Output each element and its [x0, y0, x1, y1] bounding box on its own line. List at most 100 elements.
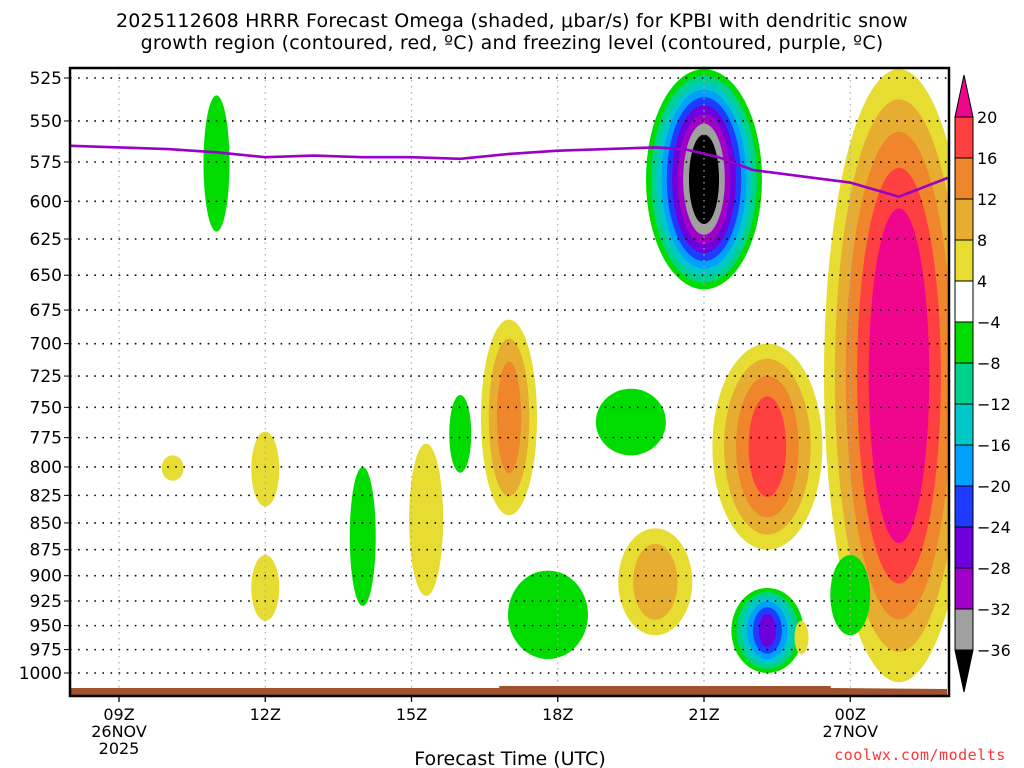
- y-tick-label: 675: [30, 301, 62, 321]
- y-tick-label: 875: [30, 541, 62, 561]
- omega-contour-12: [496, 361, 522, 474]
- omega-feature-descent-15z: [409, 443, 444, 597]
- y-tick-label: 900: [30, 567, 62, 587]
- colorbar-bin: [954, 567, 974, 610]
- omega-contour--4: [449, 394, 472, 473]
- omega-feature-ascent-17-18z: [508, 570, 588, 660]
- terrain-ground: [71, 686, 947, 695]
- y-tick-label: 925: [30, 592, 62, 612]
- colorbar: 20 16 12 8 4 −4 −8 −12 −16 −20 −24 −28 −32 −36: [954, 74, 1011, 693]
- y-axis: 525 550 575 600 625 650 675 700 725 750 775 800 825 8…: [19, 69, 70, 684]
- omega-contour-24: [880, 256, 918, 495]
- omega-contour-4: [251, 431, 280, 507]
- x-tick-label: 15Z: [396, 705, 427, 724]
- colorbar-label: 20: [977, 108, 997, 127]
- omega-feature-ascent-11z: [203, 95, 230, 232]
- omega-contour--4: [203, 95, 230, 232]
- omega-feature-ascent-14z: [349, 466, 376, 606]
- omega-feature-upper-subsidence-band: [824, 69, 948, 683]
- colorbar-bin: [954, 362, 974, 405]
- colorbar-label: −32: [977, 600, 1011, 619]
- omega-contour-8: [633, 543, 678, 620]
- y-tick-label: 800: [30, 458, 62, 478]
- x-tick-label: 21Z: [688, 705, 719, 724]
- y-tick-label: 700: [30, 335, 62, 355]
- x-tick-label: 18Z: [542, 705, 573, 724]
- colorbar-label: 16: [977, 149, 997, 168]
- y-tick-label: 625: [30, 230, 62, 250]
- y-tick-label: 575: [30, 153, 62, 173]
- colorbar-under-arrow: [954, 649, 974, 693]
- freezing-level-contour: [71, 144, 948, 198]
- colorbar-bin: [954, 321, 974, 364]
- colorbar-label: −4: [977, 313, 1001, 332]
- colorbar-bin: [954, 444, 974, 487]
- y-tick-label: 850: [30, 514, 62, 534]
- omega-feature-ascent-19z: [595, 388, 666, 456]
- omega-contour-4: [161, 455, 184, 481]
- chart-title-line-2: growth region (contoured, red, ºC) and f…: [140, 32, 884, 54]
- omega-contour-4: [251, 554, 280, 621]
- colorbar-bin: [954, 198, 974, 241]
- omega-contour-4: [409, 443, 444, 597]
- y-tick-label: 1000: [19, 664, 62, 684]
- omega-feature-descent-10z: [161, 455, 184, 481]
- colorbar-bin: [954, 526, 974, 569]
- x-tick-date-label: 27NOV: [822, 722, 878, 741]
- chart-title-line-1: 2025112608 HRRR Forecast Omega (shaded, …: [115, 10, 908, 32]
- y-tick-label: 600: [30, 192, 62, 212]
- omega-feature-mid-level-descent-21z: [712, 343, 823, 550]
- y-tick-label: 725: [30, 367, 62, 387]
- omega-contour-4: [794, 620, 809, 655]
- x-tick-label: 09Z: [103, 705, 134, 724]
- y-tick-label: 825: [30, 486, 62, 506]
- x-axis-title: Forecast Time (UTC): [414, 748, 605, 768]
- omega-feature-descent-12z-lower: [251, 554, 280, 621]
- omega-feature-low-level-ascent-cell: [731, 587, 804, 674]
- y-tick-label: 525: [30, 69, 62, 89]
- x-tick-label: 12Z: [250, 705, 281, 724]
- colorbar-label: 4: [977, 272, 987, 291]
- omega-contour-16: [748, 396, 787, 497]
- colorbar-label: 8: [977, 231, 987, 250]
- colorbar-bin: [954, 280, 974, 323]
- omega-feature-descent-23z-small: [794, 620, 809, 655]
- y-tick-label: 775: [30, 429, 62, 449]
- colorbar-label: −24: [977, 518, 1011, 537]
- colorbar-bin: [954, 608, 974, 651]
- omega-contour--4: [595, 388, 666, 456]
- omega-feature-ascent-16z: [449, 394, 472, 473]
- plot-frame: [68, 66, 951, 698]
- omega-feature-upper-ascent-core: [646, 69, 762, 290]
- colorbar-label: 12: [977, 190, 997, 209]
- x-tick-date-label: 26NOV: [91, 722, 147, 741]
- omega-shading: [161, 69, 948, 683]
- colorbar-label: −36: [977, 641, 1011, 660]
- grid-lines: [70, 68, 948, 696]
- credit-link[interactable]: coolwx.com/modelts: [834, 746, 1006, 764]
- colorbar-bin: [954, 157, 974, 200]
- omega-contour--4: [349, 466, 376, 606]
- y-tick-label: 950: [30, 617, 62, 637]
- freezing-level-line: [71, 144, 948, 198]
- colorbar-bin: [954, 485, 974, 528]
- colorbar-label: −20: [977, 477, 1011, 496]
- omega-feature-mid-level-descent-17z: [481, 319, 537, 516]
- y-tick-label: 975: [30, 641, 62, 661]
- x-tick-label: 00Z: [835, 705, 866, 724]
- y-tick-label: 750: [30, 398, 62, 418]
- colorbar-bin: [954, 403, 974, 446]
- colorbar-over-arrow: [954, 74, 974, 118]
- omega-contour--40: [694, 147, 714, 212]
- y-tick-label: 650: [30, 266, 62, 286]
- omega-feature-descent-20z: [618, 528, 693, 636]
- colorbar-label: −28: [977, 559, 1011, 578]
- colorbar-label: −8: [977, 354, 1001, 373]
- colorbar-bin: [954, 239, 974, 282]
- omega-feature-descent-12z-upper: [251, 431, 280, 507]
- omega-contour--24: [758, 613, 777, 647]
- y-tick-label: 550: [30, 112, 62, 132]
- colorbar-bin: [954, 116, 974, 159]
